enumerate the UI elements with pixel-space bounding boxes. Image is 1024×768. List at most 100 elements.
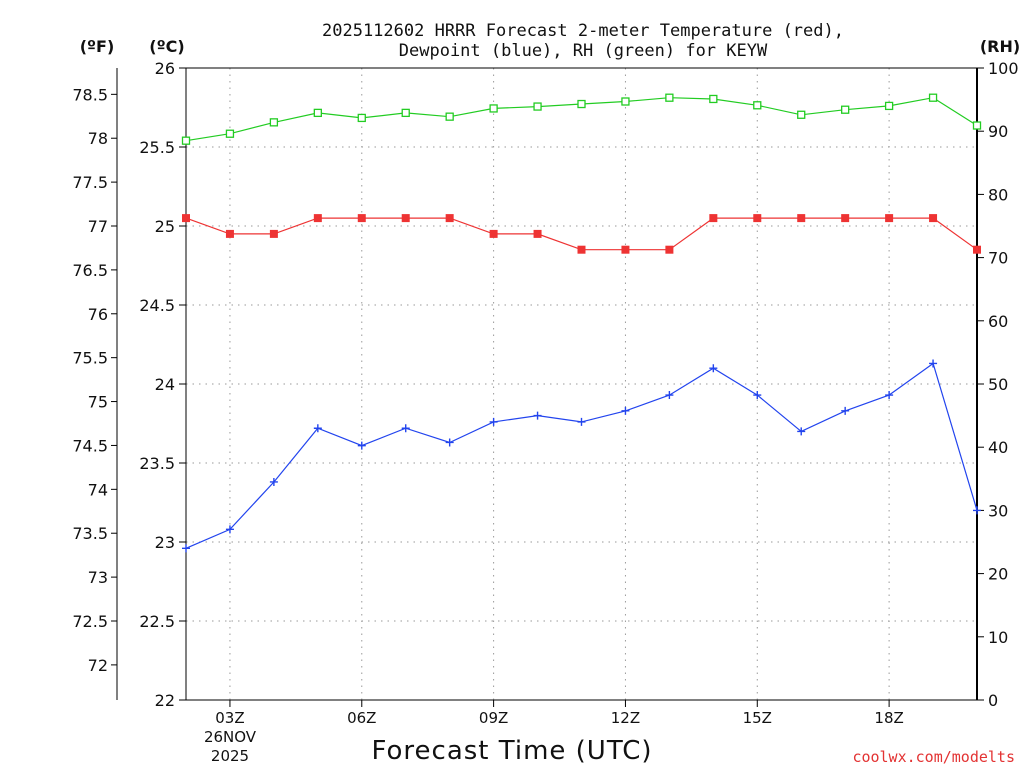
rh-point — [313, 108, 322, 118]
dewpoint-point — [621, 406, 630, 415]
temperature-point — [753, 214, 762, 223]
dewpoint-point — [401, 424, 410, 433]
rh-point — [401, 108, 410, 118]
fahrenheit-tick-label: 72 — [88, 656, 108, 675]
date-label-day: 26NOV — [204, 728, 257, 746]
temperature-point — [885, 214, 894, 223]
dewpoint-point — [709, 364, 718, 373]
fahrenheit-tick-label: 74 — [88, 480, 108, 499]
axes: 22 22.5 23 23.5 24 24.5 25 25.5 26 72 72.5 73 73.5 74… — [72, 59, 1018, 727]
dewpoint-point — [313, 424, 322, 433]
fahrenheit-tick-label: 73 — [88, 568, 108, 587]
rh-tick-label: 70 — [988, 249, 1008, 268]
celsius-unit-label: (ºC) — [149, 37, 184, 56]
temperature-point — [533, 229, 542, 238]
temperature-point — [357, 214, 366, 223]
dewpoint-point — [225, 525, 234, 534]
dewpoint-point — [357, 441, 366, 450]
series-dewpoint — [182, 359, 981, 553]
temperature-point — [269, 229, 278, 238]
dewpoint-point — [885, 391, 894, 400]
rh-unit-label: (RH) — [980, 37, 1020, 56]
temperature-point — [313, 214, 322, 223]
dewpoint-point — [841, 406, 850, 415]
temperature-point — [225, 229, 234, 238]
dewpoint-point — [445, 438, 454, 447]
rh-tick-label: 10 — [988, 628, 1008, 647]
series-temperature — [182, 214, 981, 254]
rh-tick-label: 50 — [988, 375, 1008, 394]
date-label-year: 2025 — [211, 747, 249, 765]
rh-point — [489, 104, 498, 113]
rh-point — [884, 101, 894, 111]
rh-tick-label: 60 — [988, 312, 1008, 331]
rh-point — [972, 121, 982, 130]
celsius-tick-label: 26 — [155, 59, 175, 78]
rh-tick-label: 100 — [988, 59, 1019, 78]
temperature-point — [182, 214, 190, 223]
temperature-line — [185, 217, 978, 251]
temperature-point — [621, 245, 630, 254]
fahrenheit-tick-label: 73.5 — [72, 524, 108, 543]
rh-point — [841, 105, 850, 114]
rh-point — [577, 99, 586, 109]
fahrenheit-tick-label: 74.5 — [72, 436, 108, 455]
rh-tick-label: 90 — [988, 122, 1008, 141]
rh-point — [621, 97, 630, 106]
temperature-point — [577, 245, 586, 254]
fahrenheit-tick-label: 77.5 — [72, 173, 108, 192]
credit-text: coolwx.com/modelts — [852, 748, 1015, 766]
fahrenheit-tick-label: 77 — [88, 217, 108, 236]
celsius-tick-label: 24 — [155, 375, 175, 394]
rh-tick-label: 20 — [988, 565, 1008, 584]
x-tick-label: 09Z — [479, 709, 508, 727]
celsius-tick-label: 23.5 — [139, 454, 175, 473]
temperature-point — [973, 245, 981, 254]
x-axis-title: Forecast Time (UTC) — [371, 736, 652, 766]
dewpoint-point — [489, 417, 498, 426]
celsius-tick-label: 23 — [155, 533, 175, 552]
temperature-point — [929, 214, 938, 223]
rh-point — [269, 118, 279, 127]
temperature-point — [489, 229, 498, 238]
fahrenheit-tick-label: 78.5 — [72, 85, 108, 104]
rh-tick-label: 80 — [988, 185, 1008, 204]
chart-title-line-2: Dewpoint (blue), RH (green) for KEYW — [399, 41, 768, 61]
x-tick-label: 18Z — [874, 709, 903, 727]
dewpoint-point — [269, 477, 278, 486]
dewpoint-point — [182, 544, 190, 553]
rh-tick-label: 40 — [988, 438, 1008, 457]
temperature-point — [665, 245, 674, 254]
temperature-point — [709, 214, 718, 223]
x-tick-label: 03Z — [215, 709, 244, 727]
rh-point — [533, 102, 542, 111]
fahrenheit-tick-label: 78 — [88, 129, 108, 148]
dewpoint-point — [973, 506, 981, 515]
rh-point — [445, 112, 454, 121]
rh-point — [181, 136, 191, 145]
celsius-tick-label: 24.5 — [139, 296, 175, 315]
x-tick-label: 15Z — [743, 709, 772, 727]
x-tick-label: 06Z — [347, 709, 376, 727]
dewpoint-point — [665, 391, 674, 400]
rh-point — [709, 94, 718, 104]
celsius-tick-label: 25 — [155, 217, 175, 236]
dewpoint-point — [929, 359, 938, 368]
dewpoint-point — [533, 411, 542, 420]
temperature-point — [797, 214, 806, 223]
dewpoint-line — [185, 362, 978, 549]
rh-point — [225, 129, 235, 138]
rh-tick-label: 0 — [988, 691, 998, 710]
fahrenheit-tick-label: 76.5 — [72, 261, 108, 280]
dewpoint-point — [797, 427, 806, 436]
rh-point — [665, 93, 674, 102]
rh-tick-label: 30 — [988, 501, 1008, 520]
rh-point — [928, 93, 938, 102]
rh-point — [357, 113, 366, 123]
series-rh — [181, 93, 982, 145]
rh-point — [797, 110, 806, 119]
rh-point — [753, 101, 762, 110]
fahrenheit-unit-label: (ºF) — [80, 37, 115, 56]
dewpoint-point — [577, 417, 586, 426]
fahrenheit-tick-label: 75.5 — [72, 349, 108, 368]
